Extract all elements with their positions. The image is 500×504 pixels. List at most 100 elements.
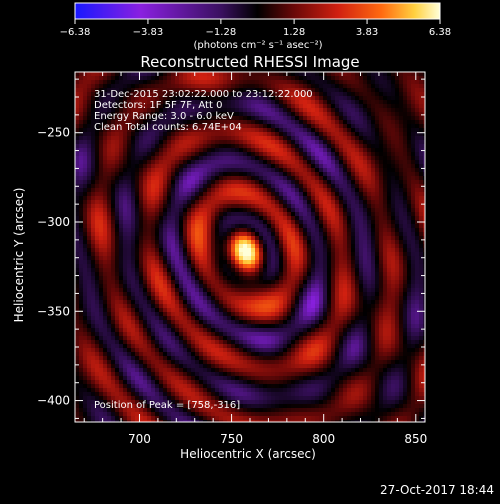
heatmap-cell: [147, 140, 151, 144]
heatmap-cell: [151, 248, 155, 252]
heatmap-cell: [79, 104, 83, 108]
heatmap-cell: [299, 144, 303, 148]
heatmap-cell: [275, 196, 279, 200]
heatmap-cell: [203, 188, 207, 192]
heatmap-cell: [139, 172, 143, 176]
heatmap-cell: [347, 88, 351, 92]
heatmap-cell: [87, 292, 91, 296]
heatmap-cell: [239, 192, 243, 196]
heatmap-cell: [419, 288, 423, 292]
heatmap-cell: [303, 192, 307, 196]
heatmap-cell: [119, 260, 123, 264]
heatmap-cell: [171, 288, 175, 292]
heatmap-cell: [311, 172, 315, 176]
heatmap-cell: [327, 136, 331, 140]
heatmap-cell: [175, 220, 179, 224]
heatmap-cell: [307, 76, 311, 80]
heatmap-cell: [359, 164, 363, 168]
heatmap-cell: [223, 280, 227, 284]
heatmap-cell: [155, 184, 159, 188]
heatmap-cell: [111, 164, 115, 168]
heatmap-cell: [79, 72, 83, 76]
heatmap-cell: [311, 216, 315, 220]
heatmap-cell: [143, 76, 147, 80]
heatmap-cell: [107, 196, 111, 200]
heatmap-cell: [119, 212, 123, 216]
heatmap-cell: [247, 140, 251, 144]
heatmap-cell: [275, 136, 279, 140]
heatmap-cell: [375, 80, 379, 84]
heatmap-cell: [127, 224, 131, 228]
heatmap-cell: [347, 288, 351, 292]
heatmap-cell: [343, 160, 347, 164]
heatmap-cell: [279, 112, 283, 116]
heatmap-cell: [323, 208, 327, 212]
heatmap-cell: [227, 276, 231, 280]
heatmap-cell: [123, 256, 127, 260]
heatmap-cell: [211, 152, 215, 156]
heatmap-cell: [103, 168, 107, 172]
heatmap-cell: [231, 140, 235, 144]
heatmap-cell: [259, 116, 263, 120]
heatmap-cell: [91, 244, 95, 248]
heatmap-cell: [231, 280, 235, 284]
heatmap-cell: [163, 148, 167, 152]
heatmap-cell: [255, 292, 259, 296]
heatmap-cell: [235, 296, 239, 300]
heatmap-cell: [299, 76, 303, 80]
heatmap-cell: [211, 160, 215, 164]
heatmap-cell: [367, 216, 371, 220]
heatmap-cell: [327, 96, 331, 100]
heatmap-cell: [371, 260, 375, 264]
heatmap-cell: [211, 228, 215, 232]
heatmap-cell: [211, 236, 215, 240]
heatmap-cell: [375, 256, 379, 260]
heatmap-cell: [267, 148, 271, 152]
heatmap-cell: [371, 136, 375, 140]
heatmap-cell: [283, 84, 287, 88]
heatmap-cell: [219, 144, 223, 148]
heatmap-cell: [95, 148, 99, 152]
heatmap-cell: [363, 260, 367, 264]
heatmap-cell: [123, 80, 127, 84]
heatmap-cell: [287, 80, 291, 84]
heatmap-cell: [83, 116, 87, 120]
heatmap-cell: [147, 172, 151, 176]
heatmap-cell: [75, 156, 79, 160]
heatmap-cell: [251, 172, 255, 176]
heatmap-cell: [379, 148, 383, 152]
heatmap-cell: [407, 172, 411, 176]
heatmap-cell: [83, 108, 87, 112]
heatmap-cell: [359, 220, 363, 224]
heatmap-cell: [219, 196, 223, 200]
heatmap-cell: [87, 212, 91, 216]
heatmap-cell: [363, 168, 367, 172]
heatmap-cell: [195, 204, 199, 208]
heatmap-cell: [219, 208, 223, 212]
heatmap-cell: [327, 212, 331, 216]
heatmap-cell: [295, 284, 299, 288]
heatmap-cell: [171, 140, 175, 144]
heatmap-cell: [359, 272, 363, 276]
heatmap-cell: [151, 200, 155, 204]
heatmap-cell: [127, 176, 131, 180]
heatmap-cell: [231, 192, 235, 196]
heatmap-cell: [403, 148, 407, 152]
heatmap-cell: [135, 184, 139, 188]
heatmap-cell: [207, 160, 211, 164]
heatmap-cell: [327, 124, 331, 128]
heatmap-cell: [259, 160, 263, 164]
heatmap-cell: [399, 268, 403, 272]
heatmap-cell: [363, 192, 367, 196]
heatmap-cell: [131, 76, 135, 80]
heatmap-cell: [275, 148, 279, 152]
heatmap-cell: [171, 224, 175, 228]
heatmap-cell: [319, 272, 323, 276]
heatmap-cell: [363, 196, 367, 200]
heatmap-cell: [343, 204, 347, 208]
heatmap-cell: [167, 240, 171, 244]
heatmap-cell: [163, 244, 167, 248]
heatmap-cell: [211, 136, 215, 140]
heatmap-cell: [335, 220, 339, 224]
heatmap-cell: [79, 84, 83, 88]
